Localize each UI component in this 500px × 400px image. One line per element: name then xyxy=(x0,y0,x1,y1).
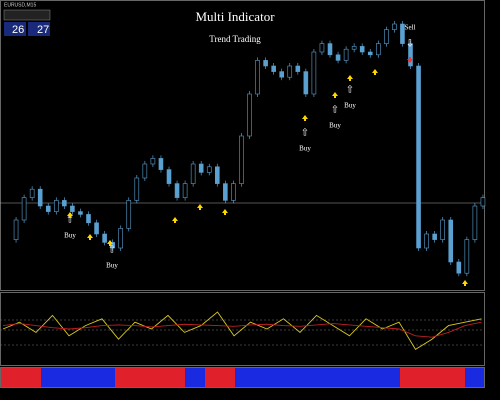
candle xyxy=(319,43,325,53)
candle xyxy=(239,135,244,184)
buy-arrow xyxy=(222,209,228,215)
candle xyxy=(247,93,252,137)
candle xyxy=(271,65,276,72)
buy-label: Buy xyxy=(106,262,118,270)
candle xyxy=(448,219,454,263)
candle xyxy=(150,158,156,165)
candle xyxy=(416,65,421,249)
candle xyxy=(335,54,341,61)
arrow: ⇧ xyxy=(108,244,116,255)
candle xyxy=(45,205,51,212)
candle xyxy=(37,188,43,207)
sell-arrow xyxy=(407,57,413,63)
symbol: EURUSD,M15 xyxy=(4,2,36,8)
candle xyxy=(464,239,470,274)
indicator-line xyxy=(2,321,482,338)
candle xyxy=(279,71,285,78)
candle xyxy=(223,183,228,201)
candle xyxy=(62,200,67,207)
arrow: ⇧ xyxy=(346,84,354,95)
candle xyxy=(182,183,188,198)
candle xyxy=(102,233,107,243)
arrow: ⇧ xyxy=(301,127,309,138)
candle xyxy=(29,188,35,198)
candle xyxy=(255,60,260,95)
candle xyxy=(351,46,357,50)
candle xyxy=(134,177,140,201)
candle xyxy=(70,205,75,212)
candle xyxy=(375,43,381,56)
candle xyxy=(263,60,268,67)
spread-right: 27 xyxy=(37,24,49,36)
candle xyxy=(303,71,309,95)
buy-arrow xyxy=(67,212,73,218)
candle xyxy=(400,23,405,44)
buy-label: Buy xyxy=(329,122,341,130)
candle xyxy=(432,233,437,240)
candle xyxy=(118,228,123,249)
chart-title: Multi Indicator xyxy=(195,9,275,24)
buy-arrow xyxy=(462,280,468,286)
buy-label: Buy xyxy=(344,102,356,110)
candle xyxy=(367,51,373,56)
candle xyxy=(408,43,413,67)
candle xyxy=(215,166,220,184)
candle xyxy=(158,158,164,170)
candle xyxy=(13,219,19,240)
chart-subtitle: Trend Trading xyxy=(209,34,261,44)
candle xyxy=(440,219,446,240)
buy-label: Buy xyxy=(299,145,311,153)
candle xyxy=(190,163,196,184)
arrow: ⇧ xyxy=(66,214,74,225)
buy-arrow xyxy=(87,234,93,240)
candle xyxy=(126,200,132,229)
candle xyxy=(384,29,389,44)
candle xyxy=(166,169,172,184)
candle xyxy=(327,43,333,56)
trade-panel[interactable] xyxy=(3,9,51,21)
buy-arrow xyxy=(197,204,203,210)
panel-frames xyxy=(0,0,485,388)
candle xyxy=(392,23,397,30)
buy-arrow xyxy=(347,75,353,81)
buy-arrow xyxy=(332,92,338,98)
buy-arrow xyxy=(372,69,378,75)
candle xyxy=(287,65,293,78)
spread-left: 26 xyxy=(12,24,24,36)
candle xyxy=(456,261,462,274)
arrow: ⇩ xyxy=(406,38,414,49)
arrow: ⇧ xyxy=(331,104,339,115)
candle xyxy=(311,51,317,95)
sell-box[interactable] xyxy=(4,22,26,36)
indicator-line xyxy=(2,311,482,351)
buy-arrow xyxy=(302,115,308,121)
candle xyxy=(206,166,212,173)
candle xyxy=(142,163,148,179)
buy-arrow xyxy=(172,217,178,223)
candle xyxy=(295,65,301,72)
buy-label: Buy xyxy=(64,232,76,240)
candle xyxy=(359,46,365,53)
candle xyxy=(78,211,83,215)
buy-box[interactable] xyxy=(28,22,50,36)
candle xyxy=(86,214,91,224)
candle xyxy=(480,197,486,207)
candle xyxy=(472,205,478,240)
candle xyxy=(424,233,429,249)
candle xyxy=(231,183,236,201)
buy-arrow xyxy=(107,240,113,246)
candle xyxy=(53,200,59,212)
candle xyxy=(94,222,99,235)
candle xyxy=(174,183,180,198)
sell-label: Sell xyxy=(405,24,416,32)
candle xyxy=(198,163,204,173)
candle xyxy=(343,48,349,61)
candle xyxy=(21,197,27,221)
trend-bar xyxy=(1,368,484,387)
